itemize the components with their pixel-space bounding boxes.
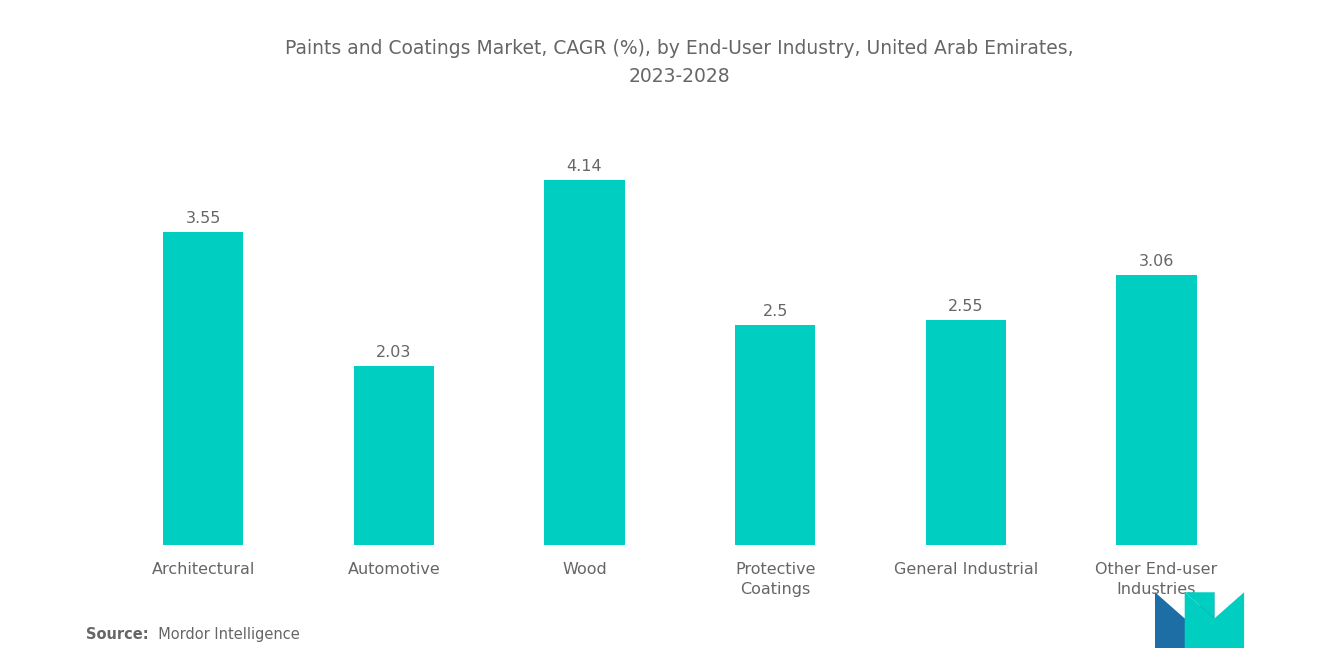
Bar bbox=[1117, 275, 1196, 545]
Text: 3.55: 3.55 bbox=[185, 211, 220, 226]
Bar bbox=[925, 321, 1006, 545]
Bar bbox=[544, 180, 624, 545]
Bar bbox=[354, 366, 434, 545]
Text: 2.03: 2.03 bbox=[376, 345, 412, 360]
Polygon shape bbox=[1155, 593, 1214, 648]
Polygon shape bbox=[1185, 593, 1214, 618]
Text: Source:: Source: bbox=[86, 626, 148, 642]
Text: 3.06: 3.06 bbox=[1139, 254, 1175, 269]
Text: 4.14: 4.14 bbox=[566, 159, 602, 174]
Text: 2.5: 2.5 bbox=[763, 303, 788, 319]
Title: Paints and Coatings Market, CAGR (%), by End-User Industry, United Arab Emirates: Paints and Coatings Market, CAGR (%), by… bbox=[285, 39, 1074, 86]
Polygon shape bbox=[1185, 593, 1243, 648]
Bar bbox=[164, 232, 243, 545]
Bar bbox=[735, 325, 816, 545]
Text: Mordor Intelligence: Mordor Intelligence bbox=[149, 626, 300, 642]
Text: 2.55: 2.55 bbox=[948, 299, 983, 314]
